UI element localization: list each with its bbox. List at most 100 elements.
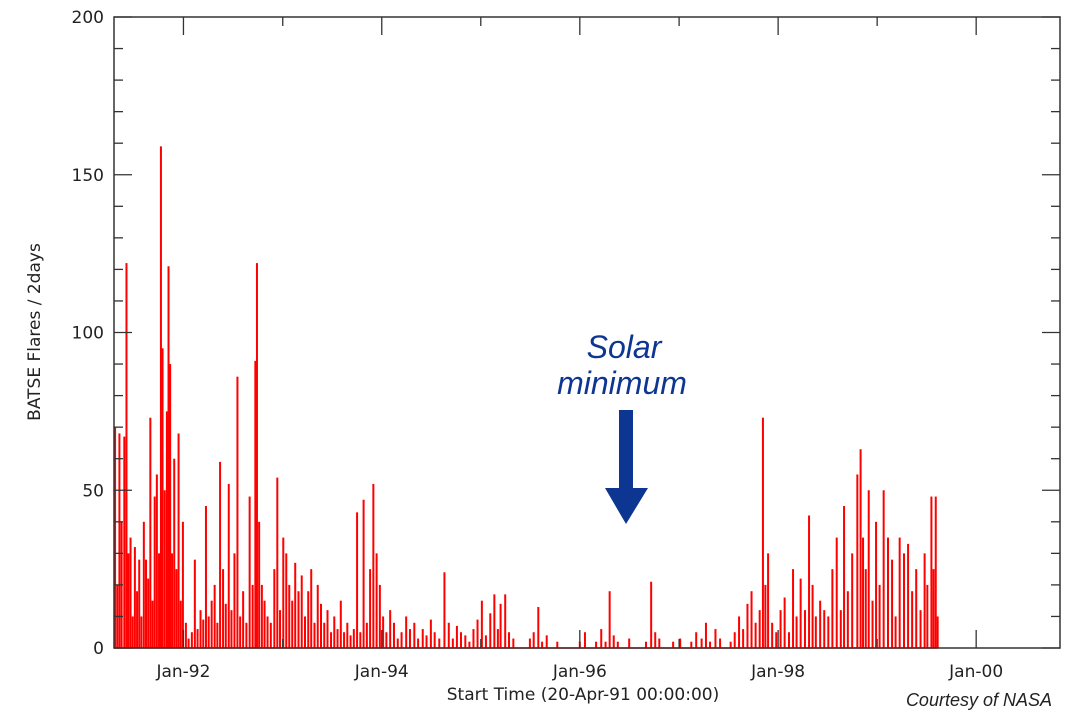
- flare-bar: [489, 613, 492, 648]
- flare-bar: [835, 537, 838, 648]
- flare-bar: [827, 616, 830, 648]
- flare-bar: [729, 641, 732, 648]
- flare-bar: [767, 553, 770, 648]
- flare-bar: [799, 578, 802, 648]
- flare-bar: [915, 569, 918, 648]
- series-flares: [114, 146, 939, 649]
- flare-bar: [181, 521, 184, 648]
- flare-bar: [595, 641, 598, 648]
- flare-bar: [417, 638, 420, 648]
- flare-bar: [236, 376, 239, 648]
- flare-bar: [480, 600, 483, 648]
- flare-bar: [700, 638, 703, 648]
- flare-bar: [425, 635, 428, 648]
- flare-bar: [455, 625, 458, 648]
- flare-bar: [227, 483, 230, 648]
- flare-bar: [831, 569, 834, 648]
- flare-bar: [604, 641, 607, 648]
- flare-bar: [230, 610, 233, 648]
- flare-bar: [871, 600, 874, 648]
- flare-bar: [149, 417, 152, 648]
- flare-bar: [179, 600, 182, 648]
- flare-bar: [125, 263, 128, 648]
- flare-bar: [733, 632, 736, 648]
- flare-bar: [783, 597, 786, 648]
- flare-bar: [151, 600, 154, 648]
- flare-bar: [316, 584, 319, 648]
- flare-bar: [934, 496, 937, 648]
- flare-bar: [269, 622, 272, 648]
- flare-bar: [911, 591, 914, 648]
- flare-bar: [814, 616, 817, 648]
- flare-bar: [352, 629, 355, 648]
- flare-bar: [764, 584, 767, 648]
- flare-bar: [319, 603, 322, 648]
- flare-bar: [695, 632, 698, 648]
- flare-bar: [405, 616, 408, 648]
- flare-bar: [819, 600, 822, 648]
- flare-bar: [190, 632, 193, 648]
- flare-bar: [245, 622, 248, 648]
- flare-bar: [583, 632, 586, 648]
- flare-bar: [891, 559, 894, 648]
- credit-text: Courtesy of NASA: [906, 690, 1052, 710]
- flare-bar: [251, 584, 254, 648]
- flare-bar: [177, 433, 180, 648]
- flare-bar: [504, 594, 507, 648]
- flare-bar: [263, 600, 266, 648]
- y-tick-label: 150: [72, 166, 104, 186]
- flare-bar: [936, 616, 939, 648]
- flare-bar: [679, 638, 682, 648]
- flare-bar: [204, 506, 207, 648]
- flare-bar: [541, 641, 544, 648]
- flare-bar: [532, 632, 535, 648]
- flare-bar: [493, 594, 496, 648]
- flare-bar: [926, 584, 929, 648]
- flare-bar: [213, 584, 216, 648]
- flare-bar: [167, 266, 170, 648]
- flare-bar: [859, 449, 862, 648]
- flare-bar: [138, 559, 141, 648]
- flare-bar: [161, 348, 164, 648]
- flare-bar: [464, 635, 467, 648]
- flare-bar: [216, 622, 219, 648]
- flare-bar: [140, 616, 143, 648]
- flare-bar: [742, 629, 745, 648]
- flare-bar: [276, 477, 279, 648]
- flare-bar: [362, 499, 365, 648]
- flare-bar: [145, 559, 148, 648]
- flare-bar: [333, 616, 336, 648]
- flare-bar: [159, 146, 162, 649]
- x-axis: Jan-92 Jan-94 Jan-96 Jan-98 Jan-00: [155, 17, 1003, 682]
- flare-bar: [451, 638, 454, 648]
- flare-bar: [875, 521, 878, 648]
- x-tick-label: Jan-92: [155, 662, 210, 682]
- flare-bar: [171, 553, 174, 648]
- flare-bar: [196, 629, 199, 648]
- flare-bar: [907, 543, 910, 648]
- flare-bar: [823, 610, 826, 648]
- flare-bar: [279, 610, 282, 648]
- flare-bar: [114, 427, 117, 648]
- flare-bar: [628, 638, 631, 648]
- flare-bar: [709, 641, 712, 648]
- flare-bar: [248, 496, 251, 648]
- flare-bar: [400, 632, 403, 648]
- flare-bar: [556, 641, 559, 648]
- x-axis-title: Start Time (20-Apr-91 00:00:00): [447, 685, 719, 705]
- flare-bar: [392, 622, 395, 648]
- y-tick-label: 100: [72, 324, 104, 344]
- flare-bar: [672, 641, 675, 648]
- flare-bar: [356, 512, 359, 648]
- flare-bar: [894, 616, 897, 648]
- flare-bar: [136, 591, 139, 648]
- flare-bar: [846, 591, 849, 648]
- flare-bar: [219, 461, 222, 648]
- flare-bar: [792, 569, 795, 648]
- flare-bar: [932, 569, 935, 648]
- flare-bar: [761, 417, 764, 648]
- flare-bar: [654, 632, 657, 648]
- flare-bar: [273, 569, 276, 648]
- flare-bar: [839, 610, 842, 648]
- flare-bar: [512, 638, 515, 648]
